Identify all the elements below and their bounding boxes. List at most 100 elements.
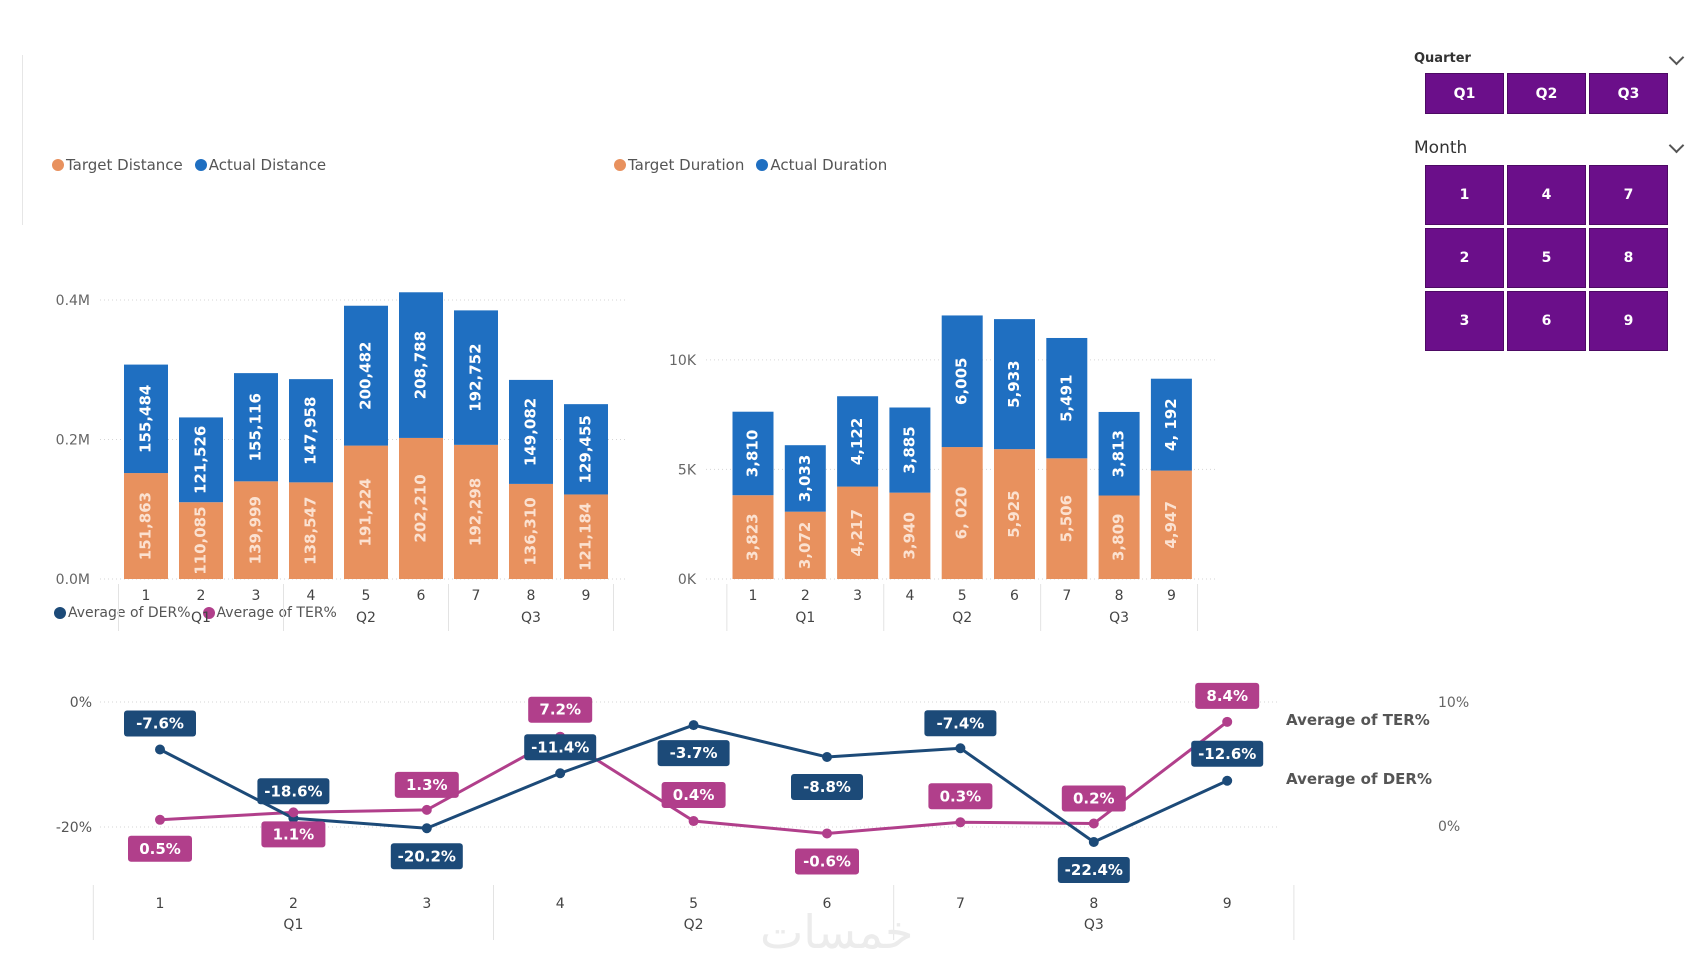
target-data-label: 192,298 xyxy=(467,478,485,546)
right-axis-title-ter: Average of TER% xyxy=(1286,711,1430,729)
target-data-label: 110,085 xyxy=(192,506,210,574)
target-data-label: 3,823 xyxy=(744,513,762,560)
x-tick-label: 1 xyxy=(142,588,151,604)
ter-point xyxy=(1088,818,1099,829)
target-data-label: 151,863 xyxy=(137,492,155,560)
actual-data-label: 3,033 xyxy=(796,455,814,502)
right-y-tick-label: 10% xyxy=(1438,695,1469,711)
ter-point xyxy=(288,807,299,818)
x-group-label: Q3 xyxy=(521,610,541,626)
target-data-label: 3,072 xyxy=(796,522,814,569)
legend-item-target-duration[interactable]: Target Duration xyxy=(614,156,744,174)
month-tile-9[interactable]: 9 xyxy=(1589,291,1668,351)
actual-data-label: 4, 192 xyxy=(1162,398,1180,451)
month-tile-3[interactable]: 3 xyxy=(1425,291,1504,351)
target-bar xyxy=(509,483,553,579)
legend-item-ter[interactable]: Average of TER% xyxy=(202,605,337,621)
legend-dot xyxy=(52,159,64,171)
legend-item-target-distance[interactable]: Target Distance xyxy=(52,156,183,174)
legend-item-der[interactable]: Average of DER% xyxy=(54,605,191,621)
actual-bar xyxy=(1150,378,1192,471)
legend-dot xyxy=(202,607,215,619)
ter-data-label-box xyxy=(1061,785,1126,812)
y-tick-label: 10K xyxy=(669,353,697,369)
month-tile-4[interactable]: 4 xyxy=(1507,165,1586,225)
quarter-tile-q2[interactable]: Q2 xyxy=(1507,73,1586,114)
ter-point xyxy=(955,817,966,828)
target-bar xyxy=(454,444,498,579)
month-tile-1[interactable]: 1 xyxy=(1425,165,1504,225)
actual-bar xyxy=(1098,411,1140,496)
actual-data-label: 5,933 xyxy=(1005,360,1023,407)
month-tile-6[interactable]: 6 xyxy=(1507,291,1586,351)
x-group-label: Q2 xyxy=(684,917,704,933)
month-tile-2[interactable]: 2 xyxy=(1425,228,1504,288)
ter-data-label: 0.3% xyxy=(940,787,982,805)
month-tile-5[interactable]: 5 xyxy=(1507,228,1586,288)
target-bar xyxy=(732,495,774,579)
ter-data-label-box xyxy=(795,848,859,875)
actual-bar xyxy=(837,396,879,487)
right-axis-title-der: Average of DER% xyxy=(1286,770,1432,788)
ter-data-label-box xyxy=(1195,682,1260,709)
target-bar xyxy=(179,502,223,579)
target-bar xyxy=(399,437,443,579)
ter-point xyxy=(155,814,165,825)
month-tile-7[interactable]: 7 xyxy=(1589,165,1668,225)
der-data-label: -18.6% xyxy=(264,782,322,800)
target-data-label: 138,547 xyxy=(302,497,320,565)
target-data-label: 3,940 xyxy=(900,512,918,559)
actual-bar xyxy=(732,411,774,496)
x-tick-label: 7 xyxy=(1062,588,1071,604)
quarter-tile-q3[interactable]: Q3 xyxy=(1589,73,1668,114)
target-bar xyxy=(994,449,1035,579)
ter-data-label-box xyxy=(661,782,726,809)
legend-item-actual-distance[interactable]: Actual Distance xyxy=(194,156,326,174)
quarter-tile-q1[interactable]: Q1 xyxy=(1425,73,1504,114)
actual-bar xyxy=(1046,337,1088,459)
actual-data-label: 3,885 xyxy=(900,426,918,473)
left-y-tick-label: 0% xyxy=(70,695,92,711)
actual-data-label: 6,005 xyxy=(953,358,971,405)
actual-bar xyxy=(564,404,608,495)
month-tile-8[interactable]: 8 xyxy=(1589,228,1668,288)
legend-dot xyxy=(756,159,769,171)
target-data-label: 3,809 xyxy=(1110,514,1128,561)
legend-label: Actual Duration xyxy=(770,156,888,174)
ter-data-label: 0.5% xyxy=(139,840,181,858)
actual-data-label: 155,484 xyxy=(137,385,155,453)
target-bar xyxy=(564,494,608,579)
x-tick-label: 3 xyxy=(252,588,261,604)
target-bar xyxy=(837,486,879,579)
y-tick-label: 0K xyxy=(678,572,697,588)
der-data-label: -20.2% xyxy=(398,847,456,865)
ter-point xyxy=(1222,716,1233,727)
target-bar xyxy=(1046,458,1088,579)
target-data-label: 5,925 xyxy=(1005,490,1023,537)
ter-data-label-box xyxy=(128,835,192,862)
der-data-label: -22.4% xyxy=(1065,861,1123,879)
x-group-label: Q3 xyxy=(1084,917,1104,933)
actual-bar xyxy=(179,417,223,503)
y-tick-label: 0.0M xyxy=(56,572,90,588)
legend-item-actual-duration[interactable]: Actual Duration xyxy=(756,156,887,174)
target-data-label: 202,210 xyxy=(412,474,430,542)
der-point xyxy=(155,744,165,755)
ter-point xyxy=(421,804,432,815)
x-tick-label: 4 xyxy=(307,588,316,604)
legend-label: Average of TER% xyxy=(216,605,337,621)
actual-data-label: 129,455 xyxy=(577,415,595,483)
der-point xyxy=(1222,775,1233,786)
actual-bar xyxy=(509,379,553,484)
ter-data-label: -0.6% xyxy=(803,852,851,870)
x-tick-label: 9 xyxy=(1223,896,1232,912)
actual-data-label: 121,526 xyxy=(192,426,210,494)
target-bar xyxy=(124,473,168,579)
actual-bar xyxy=(454,310,498,445)
der-data-label: -3.7% xyxy=(670,744,718,762)
x-tick-label: 6 xyxy=(1010,588,1019,604)
actual-bar xyxy=(784,445,826,512)
x-tick-label: 4 xyxy=(905,588,914,604)
x-group-label: Q1 xyxy=(191,610,211,626)
ter-data-label: 8.4% xyxy=(1206,687,1248,705)
